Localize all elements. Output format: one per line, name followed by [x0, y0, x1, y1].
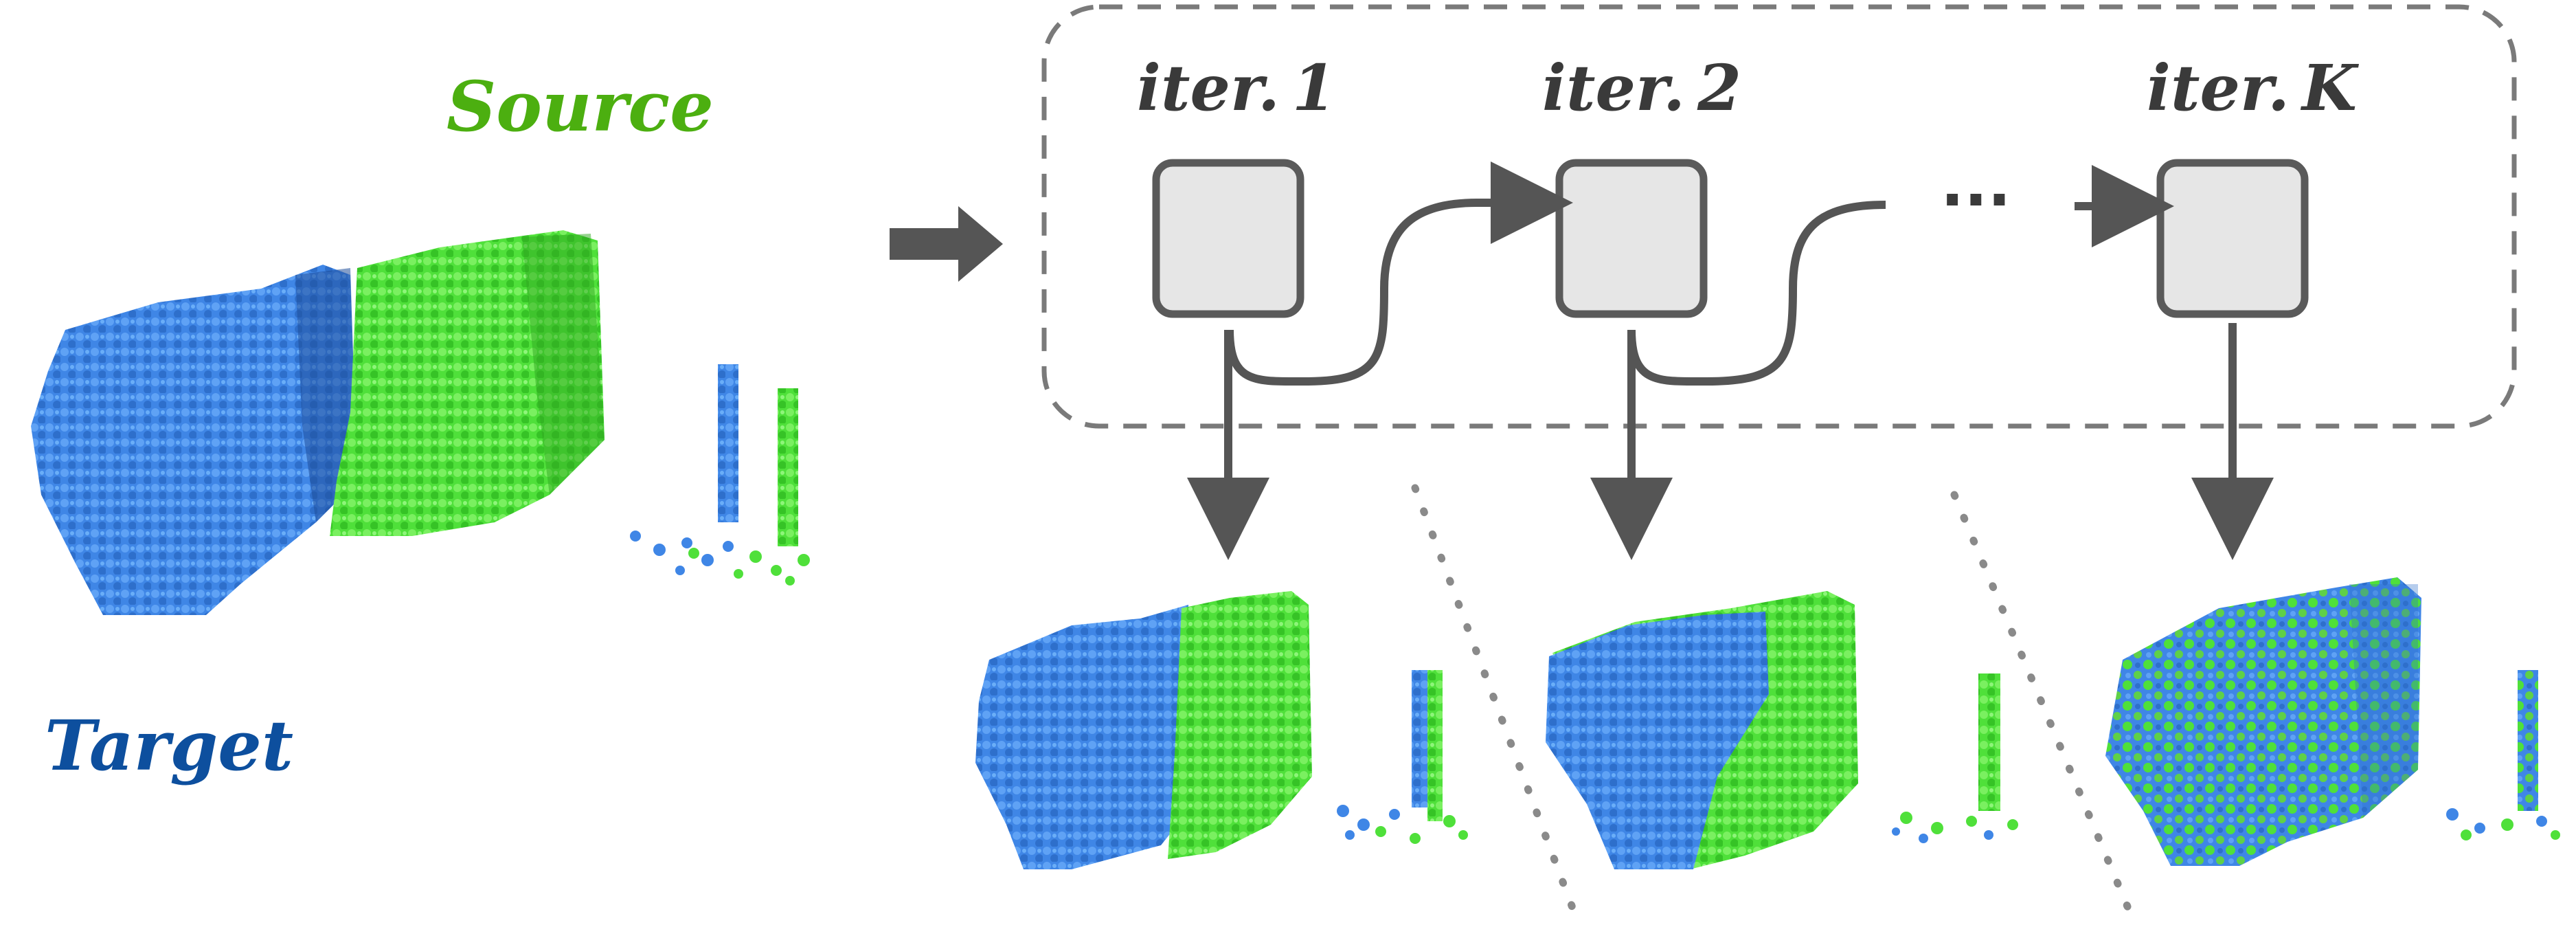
iter-2-block	[1559, 163, 1704, 314]
iter-1-label: iter. 1	[1137, 51, 1336, 125]
source-label: Source	[447, 66, 714, 147]
iter-1-result-cloud	[975, 591, 1468, 869]
target-label: Target	[45, 705, 293, 786]
iter-2-result-cloud	[1546, 591, 2018, 869]
target-pole-cloud	[718, 364, 738, 522]
source-pole-cloud	[778, 388, 798, 546]
iter-1-block	[1156, 163, 1300, 314]
iter-k-result-cloud	[2105, 577, 2560, 866]
ellipsis: ···	[1941, 164, 2011, 236]
input-point-cloud	[31, 230, 810, 615]
input-arrow	[890, 206, 1003, 282]
iter-k-label: iter. K	[2147, 51, 2360, 125]
iter-2-label: iter. 2	[1542, 51, 1741, 125]
iter-k-block	[2160, 163, 2305, 314]
